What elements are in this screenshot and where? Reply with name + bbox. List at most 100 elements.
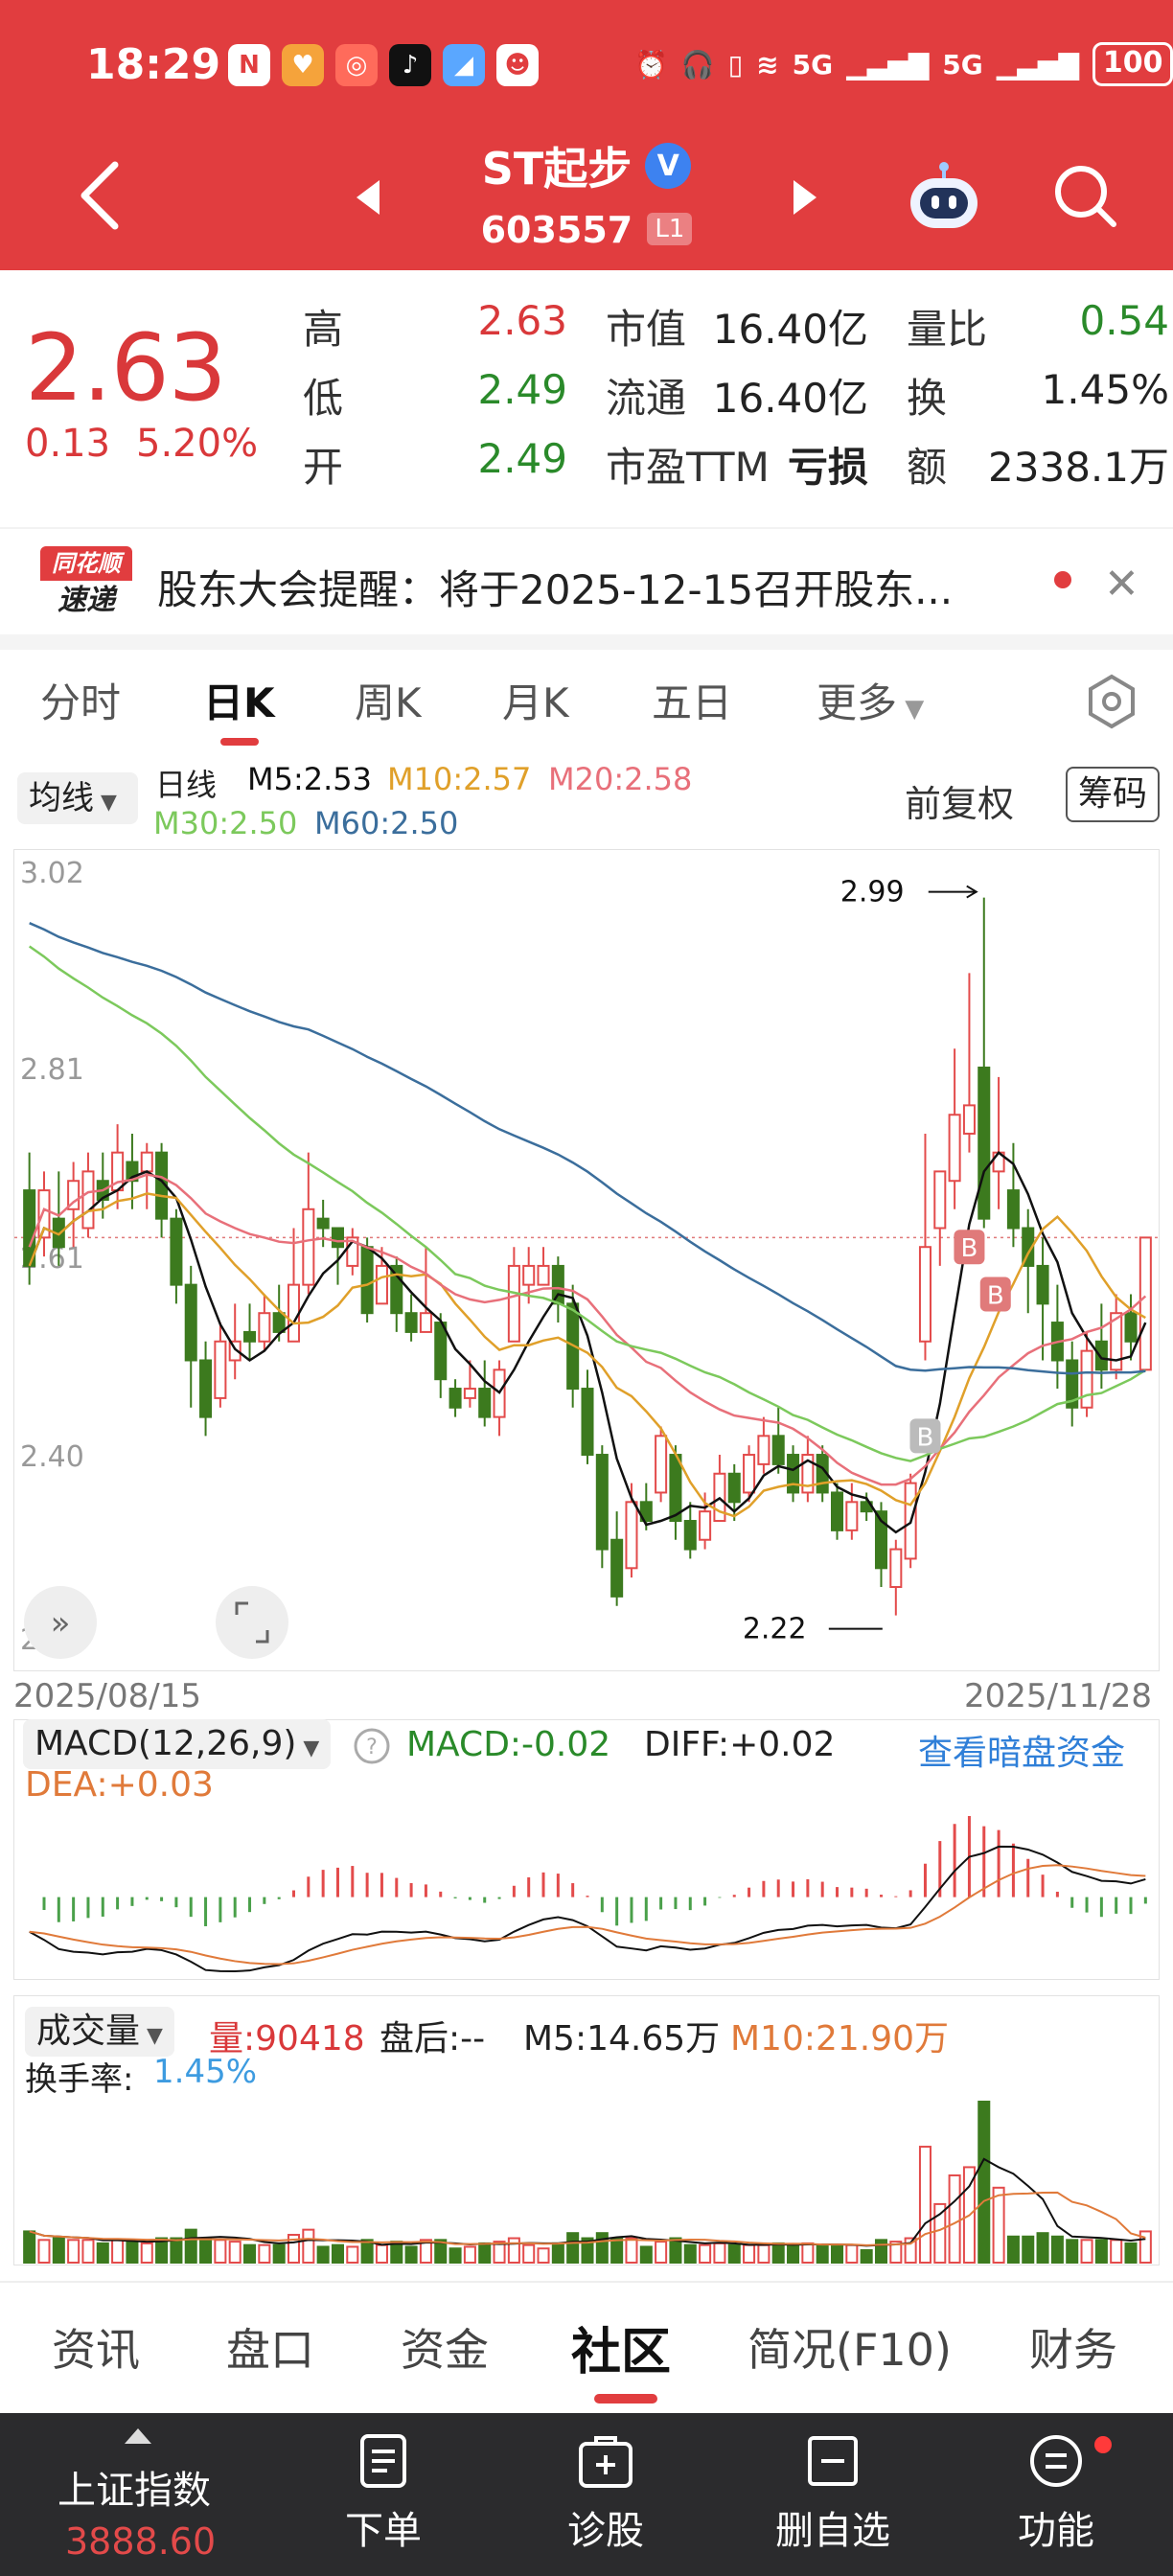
vol-m5-value: M5:14.65万 [523,2019,721,2058]
start-date-label: 2025/08/15 [13,1677,201,1715]
tab-weekly-k[interactable]: 周K [355,679,422,726]
volume-bar [787,2243,800,2265]
wifi-icon: ≋ [756,48,779,80]
signal-5g-icon-2: 5G [942,48,983,80]
ma-indicator-select[interactable]: 均线 ▼ [17,772,138,824]
tab-news[interactable]: 资讯 [52,2324,140,2376]
candle-body [1006,1189,1020,1230]
divider [0,634,1173,650]
volume-ratio-value: 0.54 [1079,297,1169,344]
settings-hexagon-icon[interactable] [1083,673,1140,730]
expand-up-icon[interactable] [125,2428,151,2444]
signal-5g-icon: 5G [792,48,834,80]
chips-button[interactable]: 筹码 [1066,767,1160,822]
previous-stock-icon[interactable] [355,178,381,217]
candle-body [360,1246,374,1315]
fullscreen-icon [235,1601,269,1644]
candle-body [140,1151,153,1173]
volume-bar [831,2243,844,2265]
index-value: 3888.60 [65,2520,217,2563]
candle-body [67,1180,80,1210]
candle-body [434,1322,448,1381]
search-icon[interactable] [1050,161,1119,230]
diagnose-button[interactable]: 诊股 [539,2432,673,2555]
volume-bar [434,2239,448,2264]
tab-finance[interactable]: 财务 [1029,2324,1117,2376]
candle-body [771,1435,785,1465]
tab-community[interactable]: 社区 [571,2324,672,2381]
tab-capital[interactable]: 资金 [401,2324,489,2376]
float-cap-value: 16.40亿 [712,375,868,422]
back-icon[interactable] [77,161,123,230]
trade-marker-label: B [917,1423,934,1452]
open-label: 开 [303,444,344,491]
volume-bar [1050,2235,1064,2265]
svg-text:?: ? [366,1736,378,1760]
volume-select[interactable]: 成交量 ▼ [25,2007,174,2057]
ai-robot-icon[interactable] [905,157,983,236]
candle-body [37,1189,51,1239]
news-banner[interactable]: 同花顺 速递 股东大会提醒：将于2025-12-15召开股东... [0,527,1173,634]
volume-panel[interactable] [13,1995,1160,2266]
dark-pool-link[interactable]: 查看暗盘资金 [918,1734,1126,1773]
period-tabs: 分时 日K 周K 月K 五日 更多 ▼ [0,650,1173,753]
candle-body [199,1359,213,1418]
tab-more[interactable]: 更多 ▼ [816,671,924,729]
volume-bar [699,2243,712,2265]
volume-bar [507,2237,520,2265]
fast-forward-icon: » [51,1604,71,1643]
macd-panel[interactable] [13,1719,1160,1980]
help-icon[interactable]: ? [353,1727,391,1765]
volume-bar [1080,2239,1093,2264]
volume-ratio-label: 量比 [907,306,988,353]
volume-bar [111,2239,125,2264]
market-cap-value: 16.40亿 [712,306,868,353]
candle-body [346,1236,359,1267]
volume-bar [1124,2242,1138,2264]
macd-svg [29,1816,1147,1973]
section-tabs: 资讯 盘口 资金 社区 简况(F10) 财务 [0,2281,1173,2413]
period-label: 日线 [155,767,218,803]
candle-body [787,1454,800,1494]
index-name[interactable]: 上证指数 [58,2469,211,2513]
function-button[interactable]: 功能 [989,2432,1123,2555]
tab-monthly-k[interactable]: 月K [502,679,569,726]
ma30-value: M30:2.50 [153,805,298,841]
volume-bar [1094,2239,1108,2264]
after-hours-value: 盘后:-- [380,2019,486,2058]
map-app-icon: ◢ [443,44,485,86]
candle-body [272,1312,286,1333]
macd-select[interactable]: MACD(12,26,9) ▼ [23,1719,332,1769]
volume-bar [272,2243,286,2265]
candle-body [419,1312,432,1333]
adjust-mode-label[interactable]: 前复权 [905,783,1015,825]
volume-bar [1138,2230,1152,2264]
volume-bar [214,2239,227,2264]
ma60-value: M60:2.50 [314,805,459,841]
status-time: 18:29 [86,40,221,89]
news-text[interactable]: 股东大会提醒：将于2025-12-15召开股东... [157,566,954,613]
tab-order-book[interactable]: 盘口 [226,2324,314,2376]
ma10-line [28,1192,1146,1518]
tab-f10[interactable]: 简况(F10) [748,2324,952,2376]
tab-daily-k[interactable]: 日K [203,679,275,726]
price-change-pct: 5.20% [136,422,259,466]
tab-five-day[interactable]: 五日 [652,679,733,726]
order-button[interactable]: 下单 [316,2432,450,2555]
candle-body [1080,1349,1093,1409]
volume-bar [918,2146,932,2264]
remove-watchlist-button[interactable]: 删自选 [761,2432,905,2555]
candle-body [610,1538,624,1598]
close-icon[interactable]: ✕ [1104,560,1139,609]
stock-code: 603557 [480,209,633,251]
stock-name: ST起步 [481,143,632,195]
volume-bar [669,2237,682,2265]
next-stock-icon[interactable] [792,178,818,217]
dea-line [29,1864,1146,1966]
volume-bar [81,2239,95,2264]
volume-bar [67,2239,80,2264]
y-tick-label: 3.02 [20,857,84,890]
tab-intraday[interactable]: 分时 [40,679,122,726]
mascot-app-icon: ☻ [496,44,539,86]
